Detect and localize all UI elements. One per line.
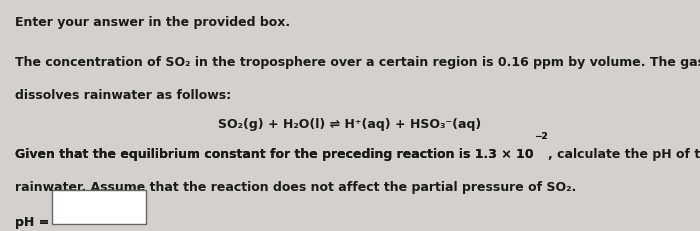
Text: dissolves rainwater as follows:: dissolves rainwater as follows: <box>15 89 232 102</box>
FancyBboxPatch shape <box>52 191 146 224</box>
Text: The concentration of SO₂ in the troposphere over a certain region is 0.16 ppm by: The concentration of SO₂ in the troposph… <box>15 55 700 68</box>
Text: −2: −2 <box>534 132 548 141</box>
Text: SO₂(g) + H₂O(l) ⇌ H⁺(aq) + HSO₃⁻(aq): SO₂(g) + H₂O(l) ⇌ H⁺(aq) + HSO₃⁻(aq) <box>218 118 482 131</box>
Text: rainwater. Assume that the reaction does not affect the partial pressure of SO₂.: rainwater. Assume that the reaction does… <box>15 180 577 193</box>
Text: pH =: pH = <box>15 215 50 228</box>
Text: , calculate the pH of the: , calculate the pH of the <box>548 148 700 161</box>
Text: Enter your answer in the provided box.: Enter your answer in the provided box. <box>15 16 290 29</box>
Text: Given that the equilibrium constant for the preceding reaction is 1.3 × 10: Given that the equilibrium constant for … <box>15 148 534 161</box>
Text: Given that the equilibrium constant for the preceding reaction is 1.3 × 10: Given that the equilibrium constant for … <box>15 148 534 161</box>
Text: −2: −2 <box>534 132 548 141</box>
Text: pH =: pH = <box>15 215 50 228</box>
